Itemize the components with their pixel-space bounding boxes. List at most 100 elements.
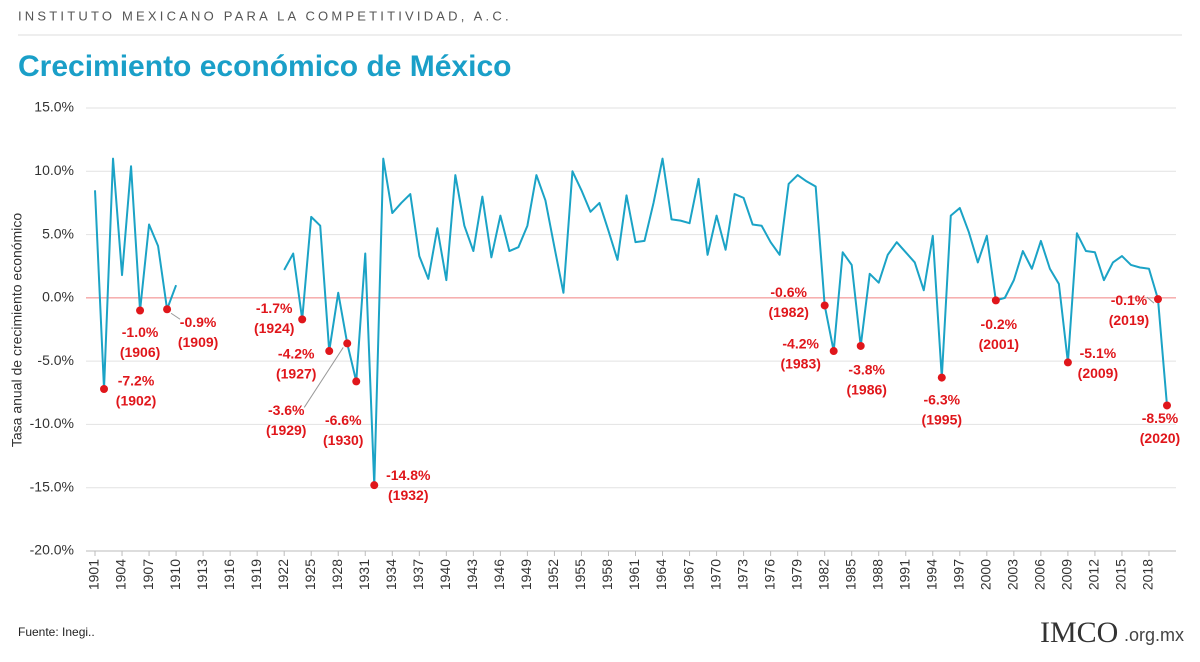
value-label: -3.6% [268, 402, 305, 418]
year-label: (1906) [120, 344, 160, 360]
year-label: (1930) [323, 432, 363, 448]
x-tick-label: 2009 [1059, 559, 1075, 590]
point [937, 373, 946, 382]
x-tick-label: 1907 [140, 559, 156, 590]
x-tick-label: 1934 [383, 559, 399, 590]
point [100, 384, 109, 393]
x-tick-label: 1967 [680, 559, 696, 590]
y-tick-label: -15.0% [30, 478, 74, 494]
value-label: -0.2% [981, 316, 1018, 332]
x-tick-label: 2000 [978, 559, 994, 590]
value-label: -14.8% [386, 467, 431, 483]
point [352, 377, 361, 386]
x-tick-label: 1982 [815, 559, 831, 590]
x-tick-label: 1958 [599, 559, 615, 590]
x-tick-label: 1955 [572, 559, 588, 590]
year-label: (1995) [922, 411, 962, 427]
x-tick-label: 2015 [1113, 559, 1129, 590]
y-tick-label: 5.0% [42, 225, 74, 241]
x-tick-label: 1919 [248, 559, 264, 590]
value-label: -5.1% [1080, 345, 1117, 361]
x-tick-label: 1970 [707, 559, 723, 590]
y-tick-label: -10.0% [30, 415, 74, 431]
x-tick-label: 1952 [545, 559, 561, 590]
x-tick-label: 1991 [896, 559, 912, 590]
point [343, 339, 352, 348]
year-label: (1983) [780, 356, 820, 372]
x-tick-label: 1901 [86, 559, 102, 590]
x-tick-label: 1940 [437, 559, 453, 590]
year-label: (1932) [388, 487, 428, 503]
x-tick-label: 1976 [761, 559, 777, 590]
x-tick-label: 2006 [1032, 559, 1048, 590]
year-label: (1982) [768, 304, 808, 320]
year-label: (2009) [1078, 365, 1118, 381]
x-tick-label: 1928 [329, 559, 345, 590]
x-tick-label: 1937 [410, 559, 426, 590]
source: Fuente: Inegi.. [18, 625, 95, 639]
y-tick-label: 15.0% [34, 99, 74, 115]
value-label: -7.2% [118, 373, 155, 389]
leader-line [170, 312, 181, 320]
x-tick-label: 1943 [464, 559, 480, 590]
x-tick-label: 2018 [1140, 559, 1156, 590]
point [820, 301, 829, 310]
year-label: (2001) [979, 336, 1019, 352]
y-tick-label: 10.0% [34, 162, 74, 178]
value-label: -0.6% [770, 284, 807, 300]
line [94, 157, 1168, 487]
x-tick-label: 1985 [842, 559, 858, 590]
leader-line [303, 347, 344, 408]
x-tick-label: 1964 [653, 559, 669, 590]
year-label: (2019) [1109, 312, 1149, 328]
point [1153, 295, 1162, 304]
point [829, 347, 838, 356]
point [856, 341, 865, 350]
point [163, 305, 172, 314]
chart-title: Crecimiento económico de México [18, 50, 511, 83]
point [325, 347, 334, 356]
x-tick-label: 1946 [491, 559, 507, 590]
header: INSTITUTO MEXICANO PARA LA COMPETITIVIDA… [18, 8, 512, 23]
y-axis-label: Tasa anual de crecimiento económico [9, 213, 25, 447]
year-label: (1902) [116, 393, 156, 409]
value-label: -8.5% [1142, 410, 1179, 426]
x-tick-label: 1994 [923, 559, 939, 590]
value-label: -4.2% [782, 336, 819, 352]
x-tick-label: 1961 [626, 559, 642, 590]
x-tick-label: 2012 [1086, 559, 1102, 590]
x-tick-label: 1988 [869, 559, 885, 590]
value-label: -0.1% [1111, 292, 1148, 308]
point [298, 315, 307, 324]
year-label: (1927) [276, 366, 316, 382]
logo-brand: IMCO [1040, 616, 1118, 649]
x-tick-label: 1910 [167, 559, 183, 590]
y-tick-label: -20.0% [30, 542, 74, 558]
x-tick-label: 1973 [734, 559, 750, 590]
year-label: (1986) [846, 382, 886, 398]
x-tick-label: 1916 [221, 559, 237, 590]
x-tick-label: 2003 [1005, 559, 1021, 590]
y-tick-label: 0.0% [42, 289, 74, 305]
point [1162, 401, 1171, 410]
value-label: -6.3% [923, 391, 960, 407]
value-label: -0.9% [180, 314, 217, 330]
y-tick-label: -5.0% [37, 352, 74, 368]
x-tick-label: 1931 [356, 559, 372, 590]
x-tick-label: 1997 [951, 559, 967, 590]
year-label: (1924) [254, 320, 294, 336]
value-label: -1.7% [256, 300, 293, 316]
point [370, 481, 379, 490]
x-tick-label: 1913 [194, 559, 210, 590]
x-tick-label: 1949 [518, 559, 534, 590]
point [136, 306, 145, 315]
point [991, 296, 1000, 305]
value-label: -6.6% [325, 412, 362, 428]
value-label: -1.0% [122, 324, 159, 340]
point [1063, 358, 1072, 367]
x-tick-label: 1922 [275, 559, 291, 590]
year-label: (2020) [1140, 430, 1180, 446]
x-tick-label: 1925 [302, 559, 318, 590]
value-label: -3.8% [848, 362, 885, 378]
